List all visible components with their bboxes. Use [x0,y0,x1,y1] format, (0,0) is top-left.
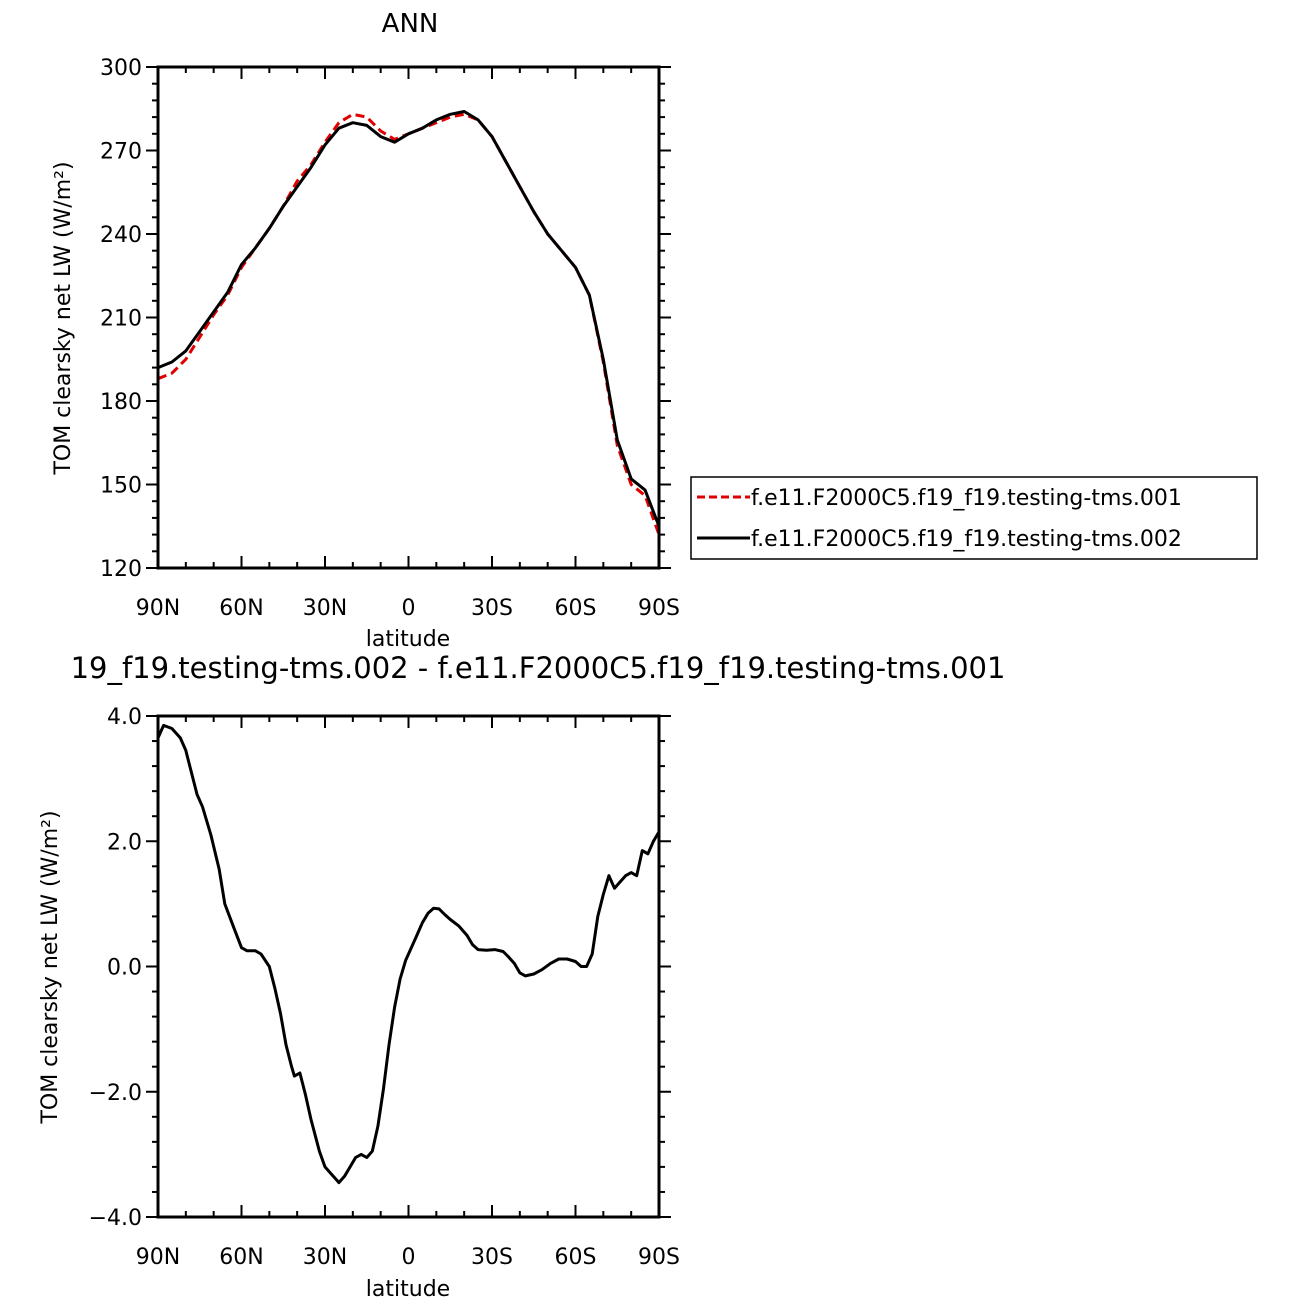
legend-box [690,476,1258,560]
x-tick-label: 30N [303,1245,347,1270]
top-chart-y-tick-labels: 120 150 180 210 240 270 300 [100,56,142,582]
series-line-1 [157,112,661,536]
x-tick-label: 90N [136,1245,180,1270]
bottom-chart-y-axis-label: TOM clearsky net LW (W/m²) [38,810,63,1124]
y-tick-label: 180 [100,390,142,415]
legend-label-series-2: f.e11.F2000C5.f19_f19.testing-tms.002 [751,527,1182,552]
y-tick-label: 2.0 [107,830,142,855]
x-tick-label: 0 [402,596,416,621]
legend-label-series-1: f.e11.F2000C5.f19_f19.testing-tms.001 [751,486,1182,511]
x-tick-label: 60N [219,1245,263,1270]
y-tick-label: 240 [100,223,142,248]
x-tick-label: 90S [638,596,680,621]
top-chart-frame [156,65,661,570]
bottom-chart-title: 19_f19.testing-tms.002 - f.e11.F2000C5.f… [71,651,1006,685]
y-tick-label: −2.0 [89,1081,142,1106]
x-tick-label: 60S [555,1245,597,1270]
bottom-chart-series [156,723,661,1185]
top-chart-x-tick-labels: 90N 60N 30N 0 30S 60S 90S [136,596,680,621]
y-tick-label: 300 [100,56,142,81]
x-tick-label: 30S [471,1245,513,1270]
top-chart-x-axis-label: latitude [366,627,450,652]
bottom-chart-y-tick-labels: −4.0 −2.0 0.0 2.0 4.0 [89,705,142,1231]
y-tick-label: 150 [100,474,142,499]
x-tick-label: 0 [402,1245,416,1270]
top-chart-title: ANN [382,9,439,39]
y-tick-label: 120 [100,557,142,582]
bottom-chart-ticks [146,715,671,1218]
top-chart-series [157,110,661,536]
y-tick-label: 210 [100,307,142,332]
y-tick-label: 4.0 [107,705,142,730]
x-tick-label: 90N [136,596,180,621]
top-chart-panel: ANN 90N 60N 30N 0 30S 60S 90S 120 150 180 210 240 2… [51,9,680,652]
x-tick-label: 60N [219,596,263,621]
bottom-chart-x-tick-labels: 90N 60N 30N 0 30S 60S 90S [136,1245,680,1270]
x-tick-label: 60S [555,596,597,621]
top-chart-y-axis-label: TOM clearsky net LW (W/m²) [51,161,76,475]
y-tick-label: −4.0 [89,1206,142,1231]
y-tick-label: 270 [100,140,142,165]
top-chart-ticks [146,66,671,569]
series-line-2 [157,110,661,527]
bottom-chart-frame [156,714,661,1219]
y-tick-label: 0.0 [107,956,142,981]
bottom-chart-panel: 19_f19.testing-tms.002 - f.e11.F2000C5.f… [38,651,1005,1302]
x-tick-label: 30N [303,596,347,621]
x-tick-label: 90S [638,1245,680,1270]
legend: f.e11.F2000C5.f19_f19.testing-tms.001 f.… [690,476,1258,560]
x-tick-label: 30S [471,596,513,621]
series-line-1 [156,723,661,1185]
bottom-chart-x-axis-label: latitude [366,1277,450,1302]
